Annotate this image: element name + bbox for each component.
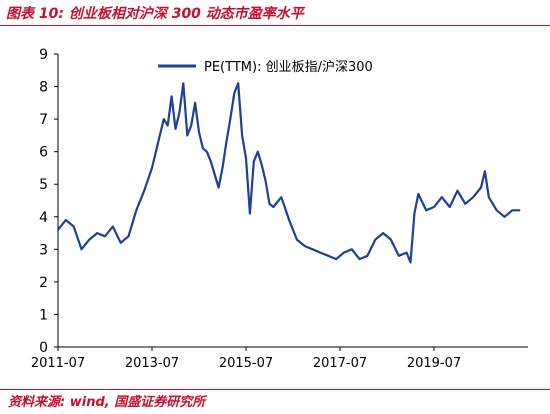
series-line (57, 82, 521, 264)
figure-title: 图表 10: 创业板相对沪深 300 动态市盈率水平 (6, 6, 304, 22)
y-tick-label: 6 (39, 145, 48, 161)
x-tick-label: 2015-07 (219, 356, 273, 371)
y-tick-label: 4 (39, 210, 48, 226)
x-tick-label: 2011-07 (31, 356, 85, 371)
y-tick-label: 5 (39, 177, 48, 193)
x-tick-label: 2019-07 (407, 356, 461, 371)
x-tick-label: 2017-07 (313, 356, 367, 371)
x-tick-label: 2013-07 (125, 356, 179, 371)
tick-labels: 0 1 2 3 4 5 6 7 8 9 2011-07 2013-07 2015-07 2017-07 20… (31, 47, 461, 371)
y-tick-label: 7 (39, 112, 48, 128)
axes (54, 53, 528, 351)
legend-label: PE(TTM): 创业板指/沪深300 (204, 59, 373, 75)
y-tick-label: 0 (39, 340, 48, 356)
source-rule (0, 389, 550, 390)
y-tick-label: 1 (39, 307, 48, 323)
legend: PE(TTM): 创业板指/沪深300 (158, 59, 373, 75)
y-tick-label: 3 (39, 242, 48, 258)
y-tick-label: 8 (39, 80, 48, 96)
title-rule (0, 25, 550, 26)
source-note: 资料来源: wind, 国盛证券研究所 (8, 395, 206, 410)
y-tick-label: 2 (39, 275, 48, 291)
y-tick-label: 9 (39, 47, 48, 63)
series-lines (57, 82, 521, 264)
